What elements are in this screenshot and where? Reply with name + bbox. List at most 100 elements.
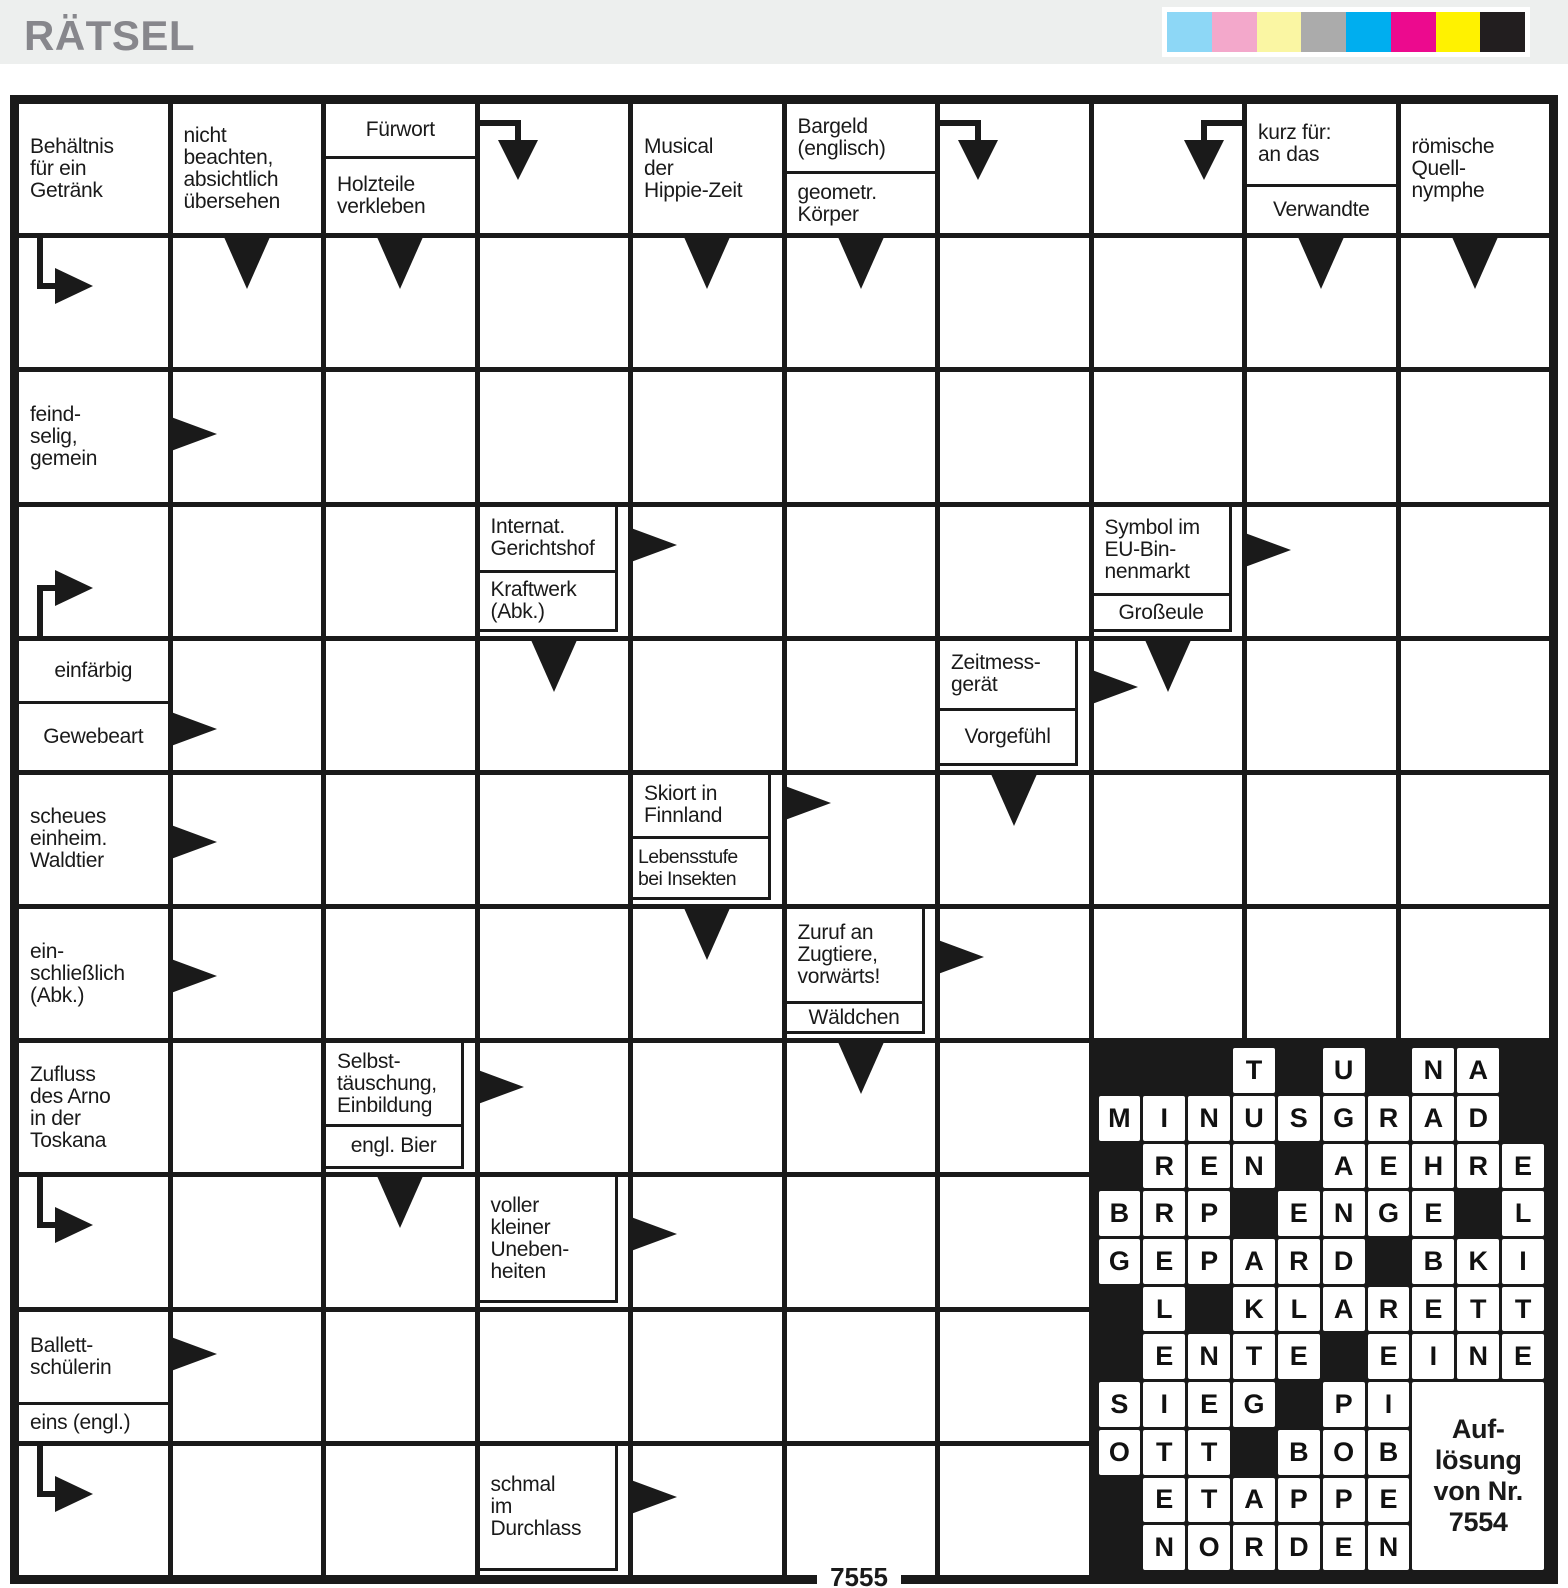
- arrow-bent-down-left-icon: [477, 118, 558, 202]
- solution-letter-cell: A: [1412, 1095, 1455, 1141]
- arrow-bent-right-top-icon: [27, 1175, 105, 1251]
- answer-cell: [1400, 774, 1549, 905]
- answer-cell: [1400, 237, 1549, 368]
- clue-cell: Internat. Gerichtshof Kraftwerk (Abk.): [479, 506, 628, 636]
- arrow-right-icon: [170, 417, 217, 452]
- color-swatch: [1301, 12, 1346, 52]
- solution-letter-cell: A: [1322, 1286, 1365, 1332]
- clue-line: in der: [30, 1106, 81, 1130]
- answer-cell: [170, 640, 321, 770]
- answer-cell: [326, 640, 475, 770]
- answer-cell: [170, 1311, 321, 1441]
- answer-cell: [1093, 372, 1242, 502]
- arrow-down-icon: [377, 237, 424, 290]
- solution-letter-cell: N: [1143, 1525, 1186, 1570]
- clue-line: verkleben: [337, 194, 426, 218]
- solution-letter-cell: N: [1457, 1334, 1500, 1380]
- solution-letter-cell: L: [1143, 1286, 1186, 1332]
- answer-cell: [633, 1311, 782, 1441]
- solution-letter-cell: N: [1322, 1191, 1365, 1237]
- clue-cell: ein-schließlich (Abk.): [19, 909, 168, 1039]
- answer-cell: [786, 1445, 935, 1575]
- answer-cell: [1093, 774, 1242, 905]
- page-title: RÄTSEL: [24, 12, 195, 59]
- clue-cell: Symbol im EU-Bin-nenmarkt Großeule: [1093, 506, 1242, 636]
- answer-cell: [940, 506, 1089, 636]
- answer-cell: [1093, 238, 1242, 368]
- solution-letter-cell: O: [1188, 1525, 1231, 1570]
- clue-line: nicht: [183, 123, 227, 147]
- clue-text: engl. Bier: [326, 1123, 462, 1166]
- solution-letter-cell: T: [1188, 1429, 1231, 1475]
- clue-cell: Zeitmess-gerät Vorgefühl: [940, 640, 1089, 770]
- clue-text: Holzteile verkleben: [326, 155, 475, 234]
- solution-letter-cell: A: [1457, 1048, 1500, 1093]
- solution-letter-cell: E: [1367, 1334, 1410, 1380]
- answer-cell: [326, 1176, 475, 1307]
- answer-cell: [1400, 372, 1549, 502]
- solution-letter-cell: T: [1457, 1286, 1500, 1332]
- solution-letter-cell: I: [1143, 1095, 1186, 1141]
- solution-letter-cell: G: [1098, 1239, 1141, 1284]
- clue-line: schließlich: [30, 961, 125, 985]
- clue-line: im: [490, 1494, 513, 1518]
- clue-line: Skiort in: [644, 782, 718, 806]
- solution-letter-cell: R: [1143, 1191, 1186, 1237]
- solution-letter-cell: E: [1277, 1334, 1320, 1380]
- clue-line: Zufluss: [30, 1062, 96, 1086]
- solution-letter-cell: R: [1143, 1143, 1186, 1189]
- answer-cell: [786, 640, 935, 770]
- answer-cell: [633, 1043, 782, 1173]
- solution-blank-cell: [1502, 1096, 1544, 1141]
- clue-line: Großeule: [1118, 600, 1204, 624]
- clue-line: Uneben-: [490, 1237, 570, 1261]
- clue-line: vorwärts!: [797, 964, 881, 988]
- solution-letter-cell: B: [1412, 1239, 1455, 1284]
- answer-cell: [786, 1177, 935, 1307]
- color-swatch: [1167, 12, 1212, 52]
- solution-letter-cell: E: [1367, 1477, 1410, 1523]
- arrow-right-icon: [170, 825, 217, 860]
- answer-cell: [1093, 104, 1244, 234]
- answer-cell: [633, 908, 782, 1039]
- solution-letter-cell: H: [1412, 1143, 1455, 1189]
- answer-cell: [479, 639, 628, 770]
- clue-line: Internat.: [490, 515, 566, 539]
- solution-blank-cell: [1368, 1048, 1410, 1093]
- clue-line: Zugtiere,: [797, 942, 878, 966]
- solution-letter-cell: B: [1367, 1429, 1410, 1475]
- answer-cell: [326, 1445, 475, 1575]
- answer-cell: [633, 237, 782, 368]
- answer-cell: [326, 237, 475, 368]
- solution-letter-cell: E: [1502, 1334, 1544, 1380]
- solution-letter-cell: R: [1277, 1239, 1320, 1284]
- clue-text: Internat. Gerichtshof: [480, 507, 615, 571]
- clue-cell: einfärbig Gewebeart: [19, 640, 168, 770]
- solution-blank-cell: [1323, 1334, 1365, 1379]
- solution-letter-cell: B: [1277, 1429, 1320, 1475]
- solution-blank-cell: [1457, 1191, 1499, 1236]
- solution-note: Auf-lösung von Nr. 7554: [1412, 1382, 1544, 1570]
- arrow-bent-right-top-icon: [27, 236, 105, 312]
- solution-letter-cell: E: [1277, 1191, 1320, 1237]
- solution-letter-cell: G: [1367, 1191, 1410, 1237]
- clue-text: römische Quell-nymphe: [1401, 104, 1550, 233]
- answer-cell: [1247, 372, 1396, 502]
- answer-cell: [326, 774, 475, 905]
- answer-cell: [1091, 639, 1242, 770]
- answer-cell: [631, 1177, 782, 1307]
- solution-letter-cell: A: [1322, 1143, 1365, 1189]
- solution-letter-cell: R: [1233, 1525, 1275, 1570]
- clue-line: Waldtier: [30, 849, 104, 873]
- answer-cell: [940, 1177, 1089, 1307]
- clue-text: Zuruf an Zugtiere, vorwärts!: [787, 909, 922, 1001]
- clue-cell: Fürwort Holzteile verkleben: [326, 104, 475, 234]
- clue-line: Quell-: [1411, 156, 1467, 180]
- clue-line: EU-Bin-: [1104, 537, 1177, 561]
- clue-line: scheues: [30, 805, 107, 829]
- arrow-down-icon: [684, 908, 731, 961]
- clue-line: beachten,: [183, 145, 274, 169]
- solution-letter-cell: R: [1367, 1286, 1410, 1332]
- clue-text: Kraftwerk (Abk.): [479, 570, 615, 629]
- clue-text: Lebensstufe bei Insekten: [633, 836, 769, 897]
